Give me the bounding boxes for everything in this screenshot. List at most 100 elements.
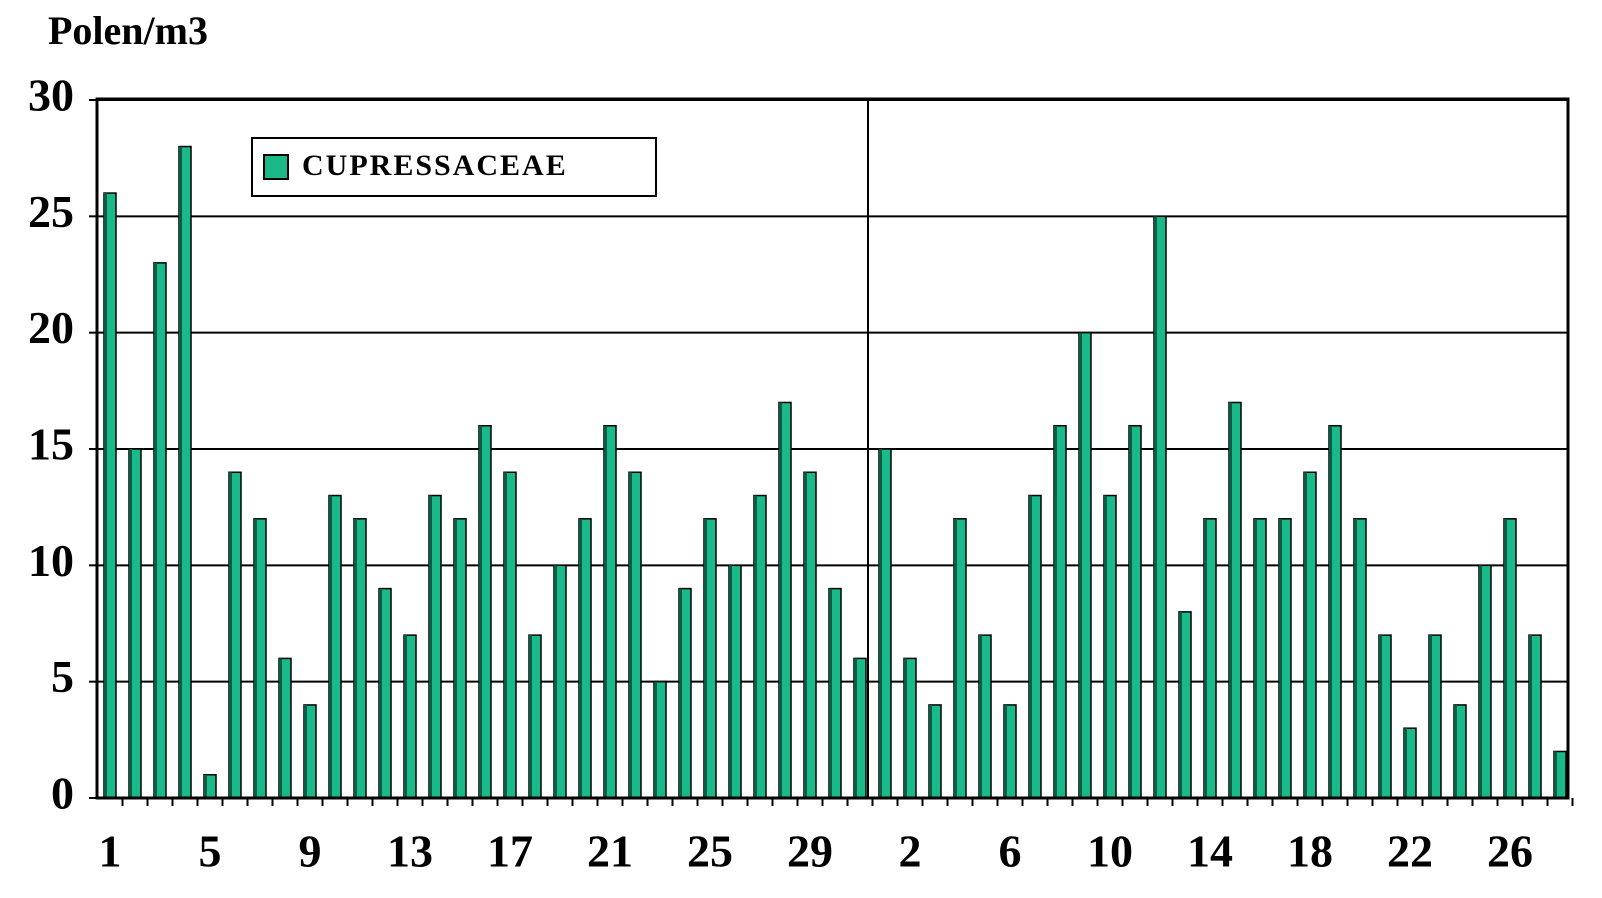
bar-side (1179, 611, 1182, 798)
bar-group (478, 424, 492, 799)
bar-side (779, 402, 782, 798)
bar-side (579, 518, 582, 798)
x-tick-label: 22 (1387, 826, 1433, 877)
bar-group (578, 518, 592, 799)
x-tick-label: 17 (487, 826, 533, 877)
bar-side (679, 588, 682, 798)
bar-side (454, 518, 457, 798)
x-tick-label: 6 (999, 826, 1022, 877)
x-tick-label: 9 (299, 826, 322, 877)
bar-side (1379, 635, 1382, 798)
bar-group (378, 587, 392, 799)
y-tick-label: 30 (28, 70, 74, 121)
legend-label: CUPRESSACEAE (302, 149, 568, 182)
x-tick-label: 18 (1287, 826, 1333, 877)
x-tick-label: 14 (1187, 826, 1233, 877)
bar-group (503, 471, 517, 799)
bar-side (504, 472, 507, 798)
bar-side (929, 704, 932, 798)
bar-group (278, 657, 292, 799)
bar-group (653, 680, 667, 799)
bar-side (304, 704, 307, 798)
bar-group (1503, 518, 1517, 799)
bar-group (853, 657, 867, 799)
bar-group (778, 401, 792, 799)
bar-side (1029, 495, 1032, 798)
bar-group (403, 634, 417, 799)
bar-side (804, 472, 807, 798)
bar-side (104, 193, 107, 799)
bar-group (103, 192, 117, 799)
bar-side (554, 565, 557, 798)
bar-side (379, 588, 382, 798)
bar-side (1504, 518, 1507, 798)
bar-side (1404, 728, 1407, 798)
bar-side (704, 518, 707, 798)
bar-group (878, 448, 892, 799)
bar-group (1403, 727, 1417, 799)
bar-group (1053, 424, 1067, 799)
bar-side (729, 565, 732, 798)
bar-group (928, 704, 942, 799)
bar-group (1128, 424, 1142, 799)
bar-side (979, 635, 982, 798)
x-tick-label: 5 (199, 826, 222, 877)
bar-side (829, 588, 832, 798)
bar-group (203, 773, 217, 799)
bar-side (1279, 518, 1282, 798)
x-tick-label: 10 (1087, 826, 1133, 877)
bar-side (1229, 402, 1232, 798)
y-tick-label: 10 (28, 535, 74, 586)
bar-group (178, 145, 192, 799)
bar-group (1353, 518, 1367, 799)
bar-side (1204, 518, 1207, 798)
bar-group (1153, 215, 1167, 799)
bar-side (1104, 495, 1107, 798)
bar-side (879, 449, 882, 798)
bar-side (629, 472, 632, 798)
y-tick-label: 15 (28, 419, 74, 470)
bar-side (279, 658, 282, 798)
bar-group (1203, 518, 1217, 799)
bar-side (229, 472, 232, 798)
bar-group (1453, 704, 1467, 799)
bar-side (329, 495, 332, 798)
bar-group (528, 634, 542, 799)
bar-side (1304, 472, 1307, 798)
bar-group (953, 518, 967, 799)
bar-group (728, 564, 742, 799)
bar-group (128, 448, 142, 799)
bar-group (153, 262, 167, 799)
bar-side (1129, 425, 1132, 798)
bar-group (678, 587, 692, 799)
legend (251, 137, 657, 197)
bar-group (1003, 704, 1017, 799)
bar-group (353, 518, 367, 799)
bar-side (129, 449, 132, 798)
bar-group (1478, 564, 1492, 799)
y-tick-label: 0 (51, 768, 74, 819)
bar-side (754, 495, 757, 798)
bar-group (303, 704, 317, 799)
bar-group (1028, 494, 1042, 799)
y-tick-label: 25 (28, 186, 74, 237)
bar-group (1228, 401, 1242, 799)
bar-side (154, 262, 157, 798)
bar-side (1529, 635, 1532, 798)
bar-group (1178, 611, 1192, 799)
bar-side (854, 658, 857, 798)
bar-side (404, 635, 407, 798)
bar-side (1554, 751, 1557, 798)
bar-group (1303, 471, 1317, 799)
bar-group (253, 518, 267, 799)
bar-side (1479, 565, 1482, 798)
bar-group (553, 564, 567, 799)
bar-side (1254, 518, 1257, 798)
bar-group (628, 471, 642, 799)
x-tick-label: 21 (587, 826, 633, 877)
bar-side (1354, 518, 1357, 798)
bar-group (453, 518, 467, 799)
bar-side (604, 425, 607, 798)
bar-side (1004, 704, 1007, 798)
